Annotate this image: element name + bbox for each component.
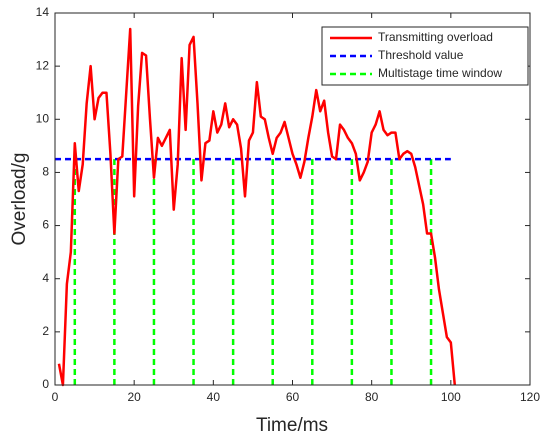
y-tick-label: 8 [42,165,49,179]
legend-label: Multistage time window [378,66,502,80]
x-tick-label: 80 [365,390,379,404]
y-tick-label: 4 [42,271,49,285]
x-tick-label: 40 [207,390,221,404]
y-tick-label: 10 [36,111,50,125]
x-tick-label: 100 [441,390,461,404]
x-tick-label: 120 [520,390,540,404]
y-tick-label: 12 [36,58,50,72]
y-tick-label: 0 [42,377,49,391]
legend-label: Threshold value [378,48,464,62]
x-axis-label: Time/ms [256,415,328,436]
y-tick-label: 2 [42,324,49,338]
x-tick-label: 0 [52,390,59,404]
series-line [57,27,457,387]
y-tick-label: 14 [36,5,50,19]
x-tick-label: 20 [127,390,141,404]
legend-label: Transmitting overload [378,30,493,44]
y-tick-label: 6 [42,218,49,232]
y-axis-label: Overload/g [9,153,30,246]
legend-box [321,26,529,86]
plot-frame [54,12,531,386]
x-tick-label: 60 [286,390,300,404]
